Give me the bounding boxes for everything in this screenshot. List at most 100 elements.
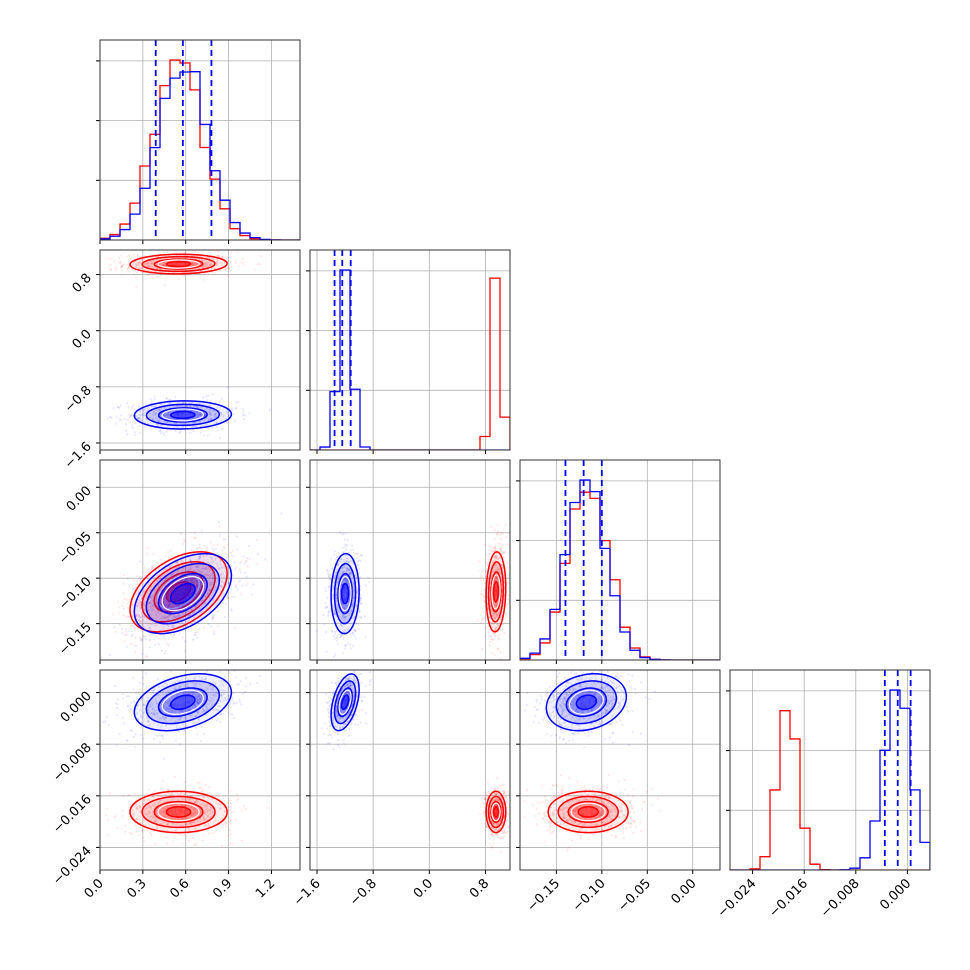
scatter-point [228, 267, 231, 270]
scatter-point [343, 577, 346, 580]
scatter-point [506, 543, 509, 546]
scatter-point [192, 262, 195, 265]
scatter-point [496, 523, 500, 526]
panel-frame [309, 459, 511, 661]
contour-red [153, 571, 204, 613]
scatter-point [193, 611, 196, 614]
scatter-point [128, 421, 131, 424]
scatter-point [142, 802, 145, 805]
scatter-point [214, 558, 217, 561]
scatter-point [221, 261, 224, 264]
scatter-point [149, 613, 152, 617]
scatter-point [122, 697, 125, 700]
scatter-point [225, 584, 228, 587]
scatter-point [235, 799, 238, 802]
scatter-point [176, 404, 179, 408]
scatter-point [170, 792, 173, 795]
scatter-point [342, 579, 345, 582]
scatter-point [212, 615, 215, 618]
scatter-point [349, 622, 352, 625]
scatter-point [207, 418, 211, 421]
scatter-point [182, 594, 185, 597]
scatter-point [162, 616, 165, 619]
scatter-point [143, 425, 146, 428]
scatter-point [345, 586, 348, 589]
scatter-point [122, 794, 125, 797]
scatter-point [351, 616, 354, 620]
scatter-point [349, 572, 353, 575]
scatter-point [181, 567, 185, 570]
scatter-point [196, 414, 199, 417]
scatter-point [115, 422, 118, 425]
scatter-point [206, 592, 209, 595]
scatter-point [208, 823, 211, 826]
scatter-point [333, 653, 337, 656]
scatter-point [494, 563, 497, 566]
scatter-point [348, 561, 351, 564]
scatter-point [177, 412, 180, 415]
scatter-point [181, 811, 184, 814]
scatter-point [199, 576, 203, 579]
scatter-point [182, 538, 185, 541]
scatter-point [151, 262, 154, 265]
scatter-point [163, 705, 166, 708]
scatter-point [165, 615, 168, 618]
scatter-point [154, 413, 157, 417]
scatter-point [169, 605, 172, 608]
scatter-point [501, 544, 504, 547]
scatter-point [195, 578, 198, 581]
scatter-point [138, 416, 141, 419]
scatter-point [153, 843, 157, 846]
scatter-point [153, 413, 157, 416]
scatter-point [138, 811, 141, 814]
scatter-point [138, 418, 141, 421]
scatter-point [492, 632, 495, 635]
scatter-point [188, 412, 191, 415]
contour-highlight-blue [161, 576, 205, 612]
scatter-point [135, 827, 138, 830]
scatter-point [168, 810, 171, 813]
scatter-point [142, 413, 145, 416]
scatter-point [216, 406, 219, 409]
scatter-point [189, 431, 192, 435]
scatter-point [96, 626, 98, 628]
scatter-point [149, 427, 152, 430]
scatter-point [495, 549, 498, 552]
scatter-point [169, 589, 172, 592]
scatter-point [364, 584, 367, 587]
scatter-point [152, 259, 155, 262]
scatter-point [168, 398, 171, 401]
scatter-point [134, 433, 137, 436]
scatter-point [204, 823, 207, 826]
scatter-point [175, 262, 178, 266]
scatter-point [208, 589, 211, 592]
scatter-point [143, 262, 146, 265]
scatter-point [140, 576, 143, 579]
scatter-point [167, 592, 170, 595]
scatter-point [105, 814, 108, 817]
scatter-point [178, 593, 181, 596]
scatter-point [484, 627, 488, 630]
scatter-point [148, 602, 151, 605]
scatter-point [194, 827, 197, 831]
scatter-point [218, 653, 220, 655]
scatter-point [331, 594, 334, 597]
scatter-point [233, 420, 236, 423]
scatter-point [188, 614, 191, 617]
scatter-point [178, 595, 181, 598]
scatter-point [160, 596, 163, 599]
scatter-point [495, 555, 498, 558]
scatter-point [367, 581, 371, 584]
scatter-point [168, 630, 171, 633]
scatter-point [322, 613, 325, 616]
scatter-point [175, 791, 178, 794]
scatter-point [219, 262, 222, 265]
scatter-point [143, 414, 146, 417]
scatter-point [197, 569, 200, 573]
scatter-point [205, 554, 208, 557]
scatter-point [193, 597, 196, 600]
scatter-point [117, 405, 120, 409]
scatter-point [497, 568, 500, 571]
scatter-point [133, 431, 136, 434]
scatter-point [161, 734, 164, 738]
